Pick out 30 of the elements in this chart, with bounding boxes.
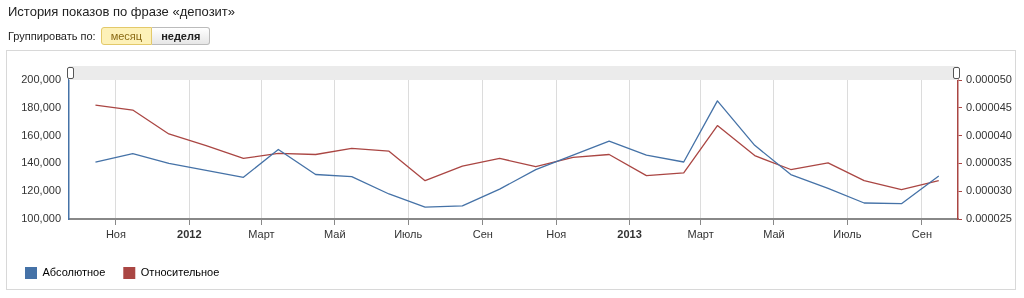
x-tick-label: Сен — [911, 227, 932, 240]
x-tick-label: Ноя — [105, 227, 126, 240]
x-tick-label: Июль — [833, 227, 862, 240]
x-tick-label: Июль — [394, 227, 423, 240]
y-tick-label: 200,000 — [21, 73, 61, 86]
x-tick-label: Март — [687, 227, 714, 240]
y2-tick-label: 0.000025 — [966, 212, 1012, 225]
x-tick-label: Май — [324, 227, 346, 240]
x-tick-label: Сен — [472, 227, 493, 240]
chart-title: История показов по фразе «депозит» — [8, 4, 236, 19]
y-tick-label: 180,000 — [21, 100, 61, 113]
month-button: месяц — [100, 27, 153, 45]
legend-label: Относительное — [140, 266, 220, 279]
y2-tick-label: 0.000040 — [966, 128, 1012, 141]
y2-tick-label: 0.000030 — [966, 184, 1012, 197]
y-tick-label: 100,000 — [21, 212, 61, 225]
week-button: неделя — [152, 27, 211, 45]
y2-tick-label: 0.000045 — [966, 100, 1012, 113]
y2-tick-label: 0.000035 — [966, 156, 1012, 169]
y2-tick-label: 0.000050 — [966, 73, 1012, 86]
y-tick-label: 120,000 — [21, 184, 61, 197]
x-tick-label: Май — [763, 227, 785, 240]
y-tick-label: 140,000 — [21, 156, 61, 169]
text: Группировать по: — [8, 30, 96, 42]
x-tick-label: 2012 — [177, 227, 202, 240]
x-tick-label: Март — [248, 227, 275, 240]
x-tick-label: Ноя — [546, 227, 567, 240]
legend-label: Абсолютное — [42, 266, 106, 279]
x-tick-label: 2013 — [617, 227, 642, 240]
y-tick-label: 160,000 — [21, 128, 61, 141]
